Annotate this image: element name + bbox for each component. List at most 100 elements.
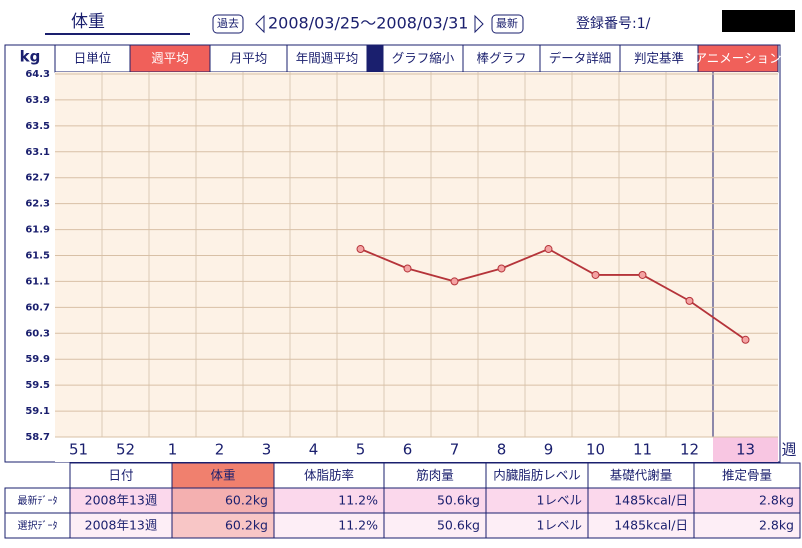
table-cell <box>273 512 385 539</box>
latest-button[interactable] <box>491 14 524 34</box>
tab-label: アニメーション <box>694 51 781 66</box>
tab-separator <box>367 45 383 72</box>
x-tick-label: 52 <box>116 441 135 459</box>
y-tick-label: 59.5 <box>25 380 50 391</box>
table-cell <box>693 487 801 514</box>
table-value: 50.6kg <box>437 518 480 533</box>
x-label-row <box>55 437 778 462</box>
table-cell <box>587 487 695 514</box>
data-point <box>356 245 365 254</box>
x-tick-label: 10 <box>586 441 605 459</box>
page-title: 体重 <box>71 12 105 32</box>
x-tick-label: 8 <box>497 441 507 459</box>
row-label: 選択ﾃﾞｰﾀ <box>18 519 58 532</box>
table-cell <box>171 487 275 514</box>
table-header-cell <box>693 462 801 489</box>
y-tick-label: 63.5 <box>25 121 50 132</box>
table-value: 2008年13週 <box>85 493 158 508</box>
tab-label: 年間週平均 <box>296 51 359 66</box>
table-value: 1485kcal/日 <box>614 493 688 508</box>
data-point <box>685 296 694 305</box>
y-tick-label: 62.7 <box>25 173 50 184</box>
tab-label: グラフ縮小 <box>392 51 455 66</box>
table-value: 2.8kg <box>759 493 794 508</box>
table-value: 1レベル <box>537 493 582 508</box>
y-tick-label: 64.3 <box>25 69 50 80</box>
date-range: 2008/03/25～2008/03/31 <box>268 14 468 33</box>
tab[interactable] <box>286 44 368 73</box>
x-tick-label: 1 <box>168 441 178 459</box>
data-point <box>403 264 412 273</box>
table-value: 11.2% <box>338 493 378 508</box>
data-point <box>741 335 750 344</box>
tab-label: 週平均 <box>151 51 189 66</box>
x-tick-label: 12 <box>680 441 699 459</box>
data-point <box>497 264 506 273</box>
y-tick-label: 58.7 <box>25 432 50 443</box>
table-header: 体脂肪率 <box>304 468 354 483</box>
table-value: 1485kcal/日 <box>614 518 688 533</box>
tab[interactable] <box>129 44 211 73</box>
table-header: 推定骨量 <box>722 468 772 483</box>
x-tick-label: 13 <box>736 441 755 459</box>
y-tick-label: 61.9 <box>25 225 50 236</box>
prev-arrow[interactable] <box>255 14 265 34</box>
x-tick-label: 4 <box>309 441 319 459</box>
latest-label: 最新 <box>496 16 518 30</box>
y-tick-label: 59.1 <box>25 406 50 417</box>
y-tick-label: 61.5 <box>25 251 50 262</box>
x-unit: 週 <box>781 441 796 459</box>
redacted-box <box>722 10 795 32</box>
table-value: 2.8kg <box>759 518 794 533</box>
x-tick-label: 5 <box>356 441 366 459</box>
table-value: 60.2kg <box>225 518 268 533</box>
table-cell <box>693 512 801 539</box>
table-header: 基礎代謝量 <box>610 468 673 483</box>
tab[interactable] <box>54 44 131 73</box>
tab-label: 日単位 <box>74 51 112 66</box>
x-tick-label: 3 <box>262 441 272 459</box>
selected-week <box>713 437 778 462</box>
row-label: 最新ﾃﾞｰﾀ <box>18 494 58 507</box>
table-cell <box>485 512 589 539</box>
y-tick-label: 60.7 <box>25 302 50 313</box>
table-value: 2008年13週 <box>85 518 158 533</box>
tab-label: 判定基準 <box>634 51 684 66</box>
table-cell <box>69 487 173 514</box>
table-cell <box>4 512 71 539</box>
data-point <box>544 245 553 254</box>
table-value: 11.2% <box>338 518 378 533</box>
plot-area <box>55 72 778 437</box>
table-header-cell <box>485 462 589 489</box>
next-arrow[interactable] <box>474 14 484 34</box>
x-tick-label: 6 <box>403 441 413 459</box>
table-cell <box>485 487 589 514</box>
y-tick-label: 61.1 <box>25 276 50 287</box>
tab[interactable] <box>697 44 779 73</box>
data-point <box>450 277 459 286</box>
prev-label: 過去 <box>217 17 239 30</box>
y-tick-label: 60.3 <box>25 328 50 339</box>
table-value: 60.2kg <box>225 493 268 508</box>
tab-label: 棒グラフ <box>476 51 526 66</box>
tab-label: データ詳細 <box>549 51 612 66</box>
y-tick-label: 59.9 <box>25 354 50 365</box>
table-header: 体重 <box>210 468 235 483</box>
y-tick-label: 63.9 <box>25 95 50 106</box>
x-tick-label: 7 <box>450 441 460 459</box>
registration-label: 登録番号:1/ <box>576 16 651 32</box>
tab-label: 月平均 <box>230 51 268 66</box>
tab[interactable] <box>382 44 464 73</box>
prev-button[interactable] <box>212 14 244 34</box>
table-header: 筋肉量 <box>416 468 454 483</box>
table-cell <box>69 512 173 539</box>
table-value: 50.6kg <box>437 493 480 508</box>
table-header: 日付 <box>108 468 133 483</box>
x-tick-label: 9 <box>544 441 554 459</box>
x-tick-label: 11 <box>633 441 652 459</box>
table-header: 内臓脂肪レベル <box>493 468 581 483</box>
table-cell <box>4 487 71 514</box>
table-cell <box>171 512 275 539</box>
y-unit: kg <box>20 48 41 66</box>
